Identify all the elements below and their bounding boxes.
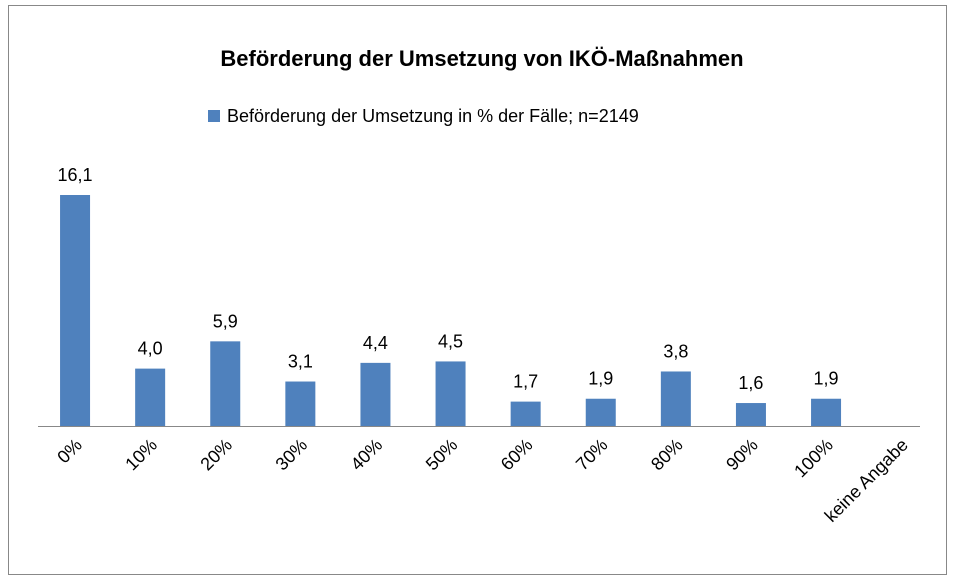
bar (811, 398, 842, 426)
chart-border (8, 5, 947, 575)
bar (435, 361, 466, 426)
legend-swatch (208, 110, 220, 122)
bar (210, 341, 241, 426)
bar (585, 398, 616, 426)
data-label: 16,1 (58, 165, 93, 185)
data-label: 3,8 (663, 341, 688, 361)
data-label: 4,4 (363, 333, 388, 353)
bar (660, 371, 691, 426)
legend-label: Beförderung der Umsetzung in % der Fälle… (227, 106, 639, 126)
bar (510, 401, 541, 426)
chart-title: Beförderung der Umsetzung von IKÖ-Maßnah… (220, 46, 743, 71)
bar (135, 368, 166, 426)
data-label: 1,9 (814, 369, 839, 389)
data-label: 1,9 (588, 369, 613, 389)
data-label: 1,7 (513, 372, 538, 392)
data-label: 5,9 (213, 311, 238, 331)
bar (285, 381, 316, 426)
bar (360, 362, 391, 426)
data-label: 3,1 (288, 352, 313, 372)
data-label: 4,5 (438, 331, 463, 351)
data-label: 4,0 (138, 339, 163, 359)
data-label: 1,6 (738, 373, 763, 393)
bar (60, 195, 91, 426)
bar (735, 403, 766, 426)
